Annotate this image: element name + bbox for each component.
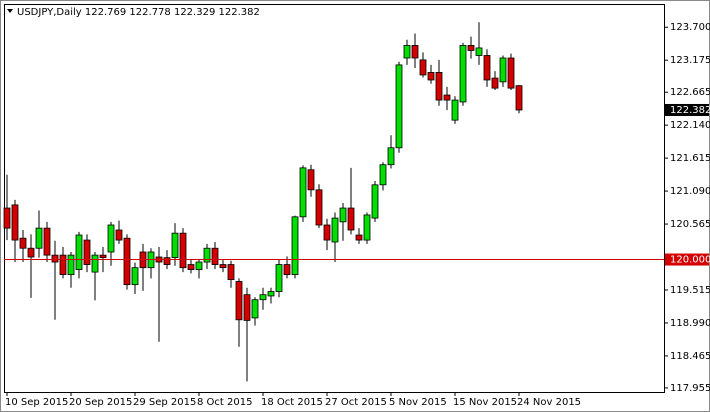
candle-body	[99, 254, 107, 259]
candle-body	[387, 147, 395, 166]
candle-body	[283, 264, 291, 275]
candle-body	[27, 247, 35, 258]
candle-body	[75, 234, 83, 270]
candle-body	[371, 184, 379, 219]
x-tick-label: 27 Oct 2015	[325, 397, 387, 408]
candle-body	[347, 207, 355, 231]
candle-body	[163, 257, 171, 265]
candle-body	[451, 99, 459, 121]
x-tick-label: 24 Nov 2015	[517, 397, 581, 408]
hline-label-box	[665, 253, 709, 266]
x-tick-label: 8 Oct 2015	[197, 397, 252, 408]
candle-body	[459, 45, 467, 103]
candle-body	[411, 45, 419, 59]
candle-body	[235, 281, 243, 321]
candle-body	[59, 254, 67, 275]
y-tick-label: 121.615	[670, 153, 710, 164]
candle-body	[339, 207, 347, 223]
candle-body	[483, 55, 491, 81]
x-tick-label: 5 Nov 2015	[389, 397, 447, 408]
candle-body	[115, 229, 123, 241]
candle-body	[419, 59, 427, 76]
candle-body	[203, 247, 211, 263]
last-price-box	[665, 103, 709, 116]
candle-body	[179, 232, 187, 269]
candle-body	[403, 45, 411, 59]
y-tick-label: 118.990	[670, 318, 710, 329]
candle-body	[499, 57, 507, 83]
menu-arrow	[7, 9, 13, 13]
candle-body	[331, 217, 339, 243]
candle-body	[275, 264, 283, 292]
candle-body	[187, 264, 195, 270]
candle-body	[507, 57, 515, 89]
candle-body	[323, 224, 331, 241]
x-tick-label: 15 Nov 2015	[453, 397, 517, 408]
candle-body	[299, 167, 307, 218]
y-tick-label: 119.515	[670, 285, 710, 296]
candle-body	[195, 261, 203, 270]
y-tick-label: 123.175	[670, 55, 710, 66]
x-tick-label: 20 Sep 2015	[69, 397, 132, 408]
last-price-label: 122.382	[670, 105, 710, 116]
candle-body	[211, 247, 219, 265]
candle-body	[243, 294, 251, 321]
candle-body	[307, 169, 315, 191]
candle-body	[131, 267, 139, 286]
candle-body	[443, 94, 451, 101]
candle-body	[291, 216, 299, 275]
y-tick-label: 122.140	[670, 120, 710, 131]
plot-area	[4, 4, 665, 393]
y-tick-label: 121.090	[670, 186, 710, 197]
candle-body	[251, 299, 259, 319]
candle-body	[19, 237, 27, 249]
candle-body	[427, 72, 435, 81]
candle-body	[475, 47, 483, 56]
candle-body	[35, 227, 43, 249]
candle-body	[259, 294, 267, 301]
candle-body	[43, 227, 51, 256]
candle-body	[91, 254, 99, 273]
y-tick-label: 120.565	[670, 219, 710, 230]
candle-body	[51, 254, 59, 263]
candle-body	[467, 45, 475, 51]
candle-body	[491, 77, 499, 89]
y-tick-label: 117.955	[670, 383, 710, 394]
candle-body	[3, 207, 11, 229]
candle-body	[267, 291, 275, 297]
candle-body	[83, 239, 91, 265]
y-tick-label: 118.465	[670, 351, 710, 362]
x-tick-label: 29 Sep 2015	[133, 397, 196, 408]
y-tick-label: 123.700	[670, 22, 710, 33]
chart-title: USDJPY,Daily 122.769 122.778 122.329 122…	[17, 7, 260, 18]
hline-label: 120.000	[670, 255, 710, 266]
candle-body	[123, 237, 131, 286]
candle-body	[435, 72, 443, 101]
candle-body	[219, 264, 227, 269]
candle-body	[11, 204, 19, 241]
candle-body	[379, 164, 387, 186]
candle-body	[315, 189, 323, 226]
x-tick-label: 10 Sep 2015	[5, 397, 68, 408]
candle-body	[107, 224, 115, 253]
candle-body	[355, 234, 363, 241]
candle-body	[363, 214, 371, 241]
candle-body	[515, 85, 523, 111]
candle-body	[395, 64, 403, 149]
candle-body	[67, 254, 75, 275]
x-tick-label: 18 Oct 2015	[261, 397, 323, 408]
y-tick-label: 122.665	[670, 87, 710, 98]
candle-body	[227, 264, 235, 281]
candle-body	[171, 232, 179, 259]
